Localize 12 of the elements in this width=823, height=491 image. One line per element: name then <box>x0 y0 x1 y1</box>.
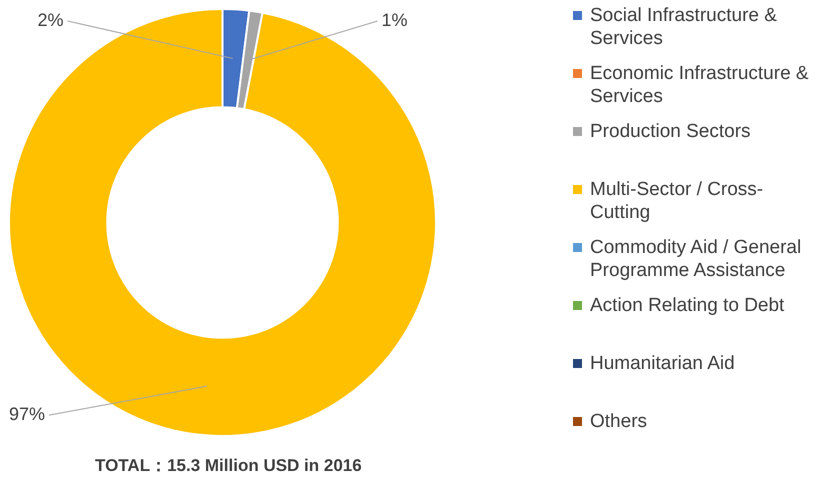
data-label: 1% <box>382 10 408 30</box>
text: TOTAL：15.3 Million USD in 2016 <box>95 455 362 477</box>
legend-label: Production Sectors <box>590 120 751 143</box>
legend-label: Multi-Sector / Cross-Cutting <box>590 178 764 224</box>
data-label: 2% <box>37 10 64 30</box>
legend-label: Social Infrastructure & Services <box>590 4 778 50</box>
data-label: 97% <box>8 404 45 424</box>
legend-label: Others <box>590 410 648 433</box>
legend-label: Economic Infrastructure & Services <box>590 62 810 108</box>
legend-label: Commodity Aid / General Programme Assistance <box>590 236 802 282</box>
legend-label: Action Relating to Debt <box>590 294 784 317</box>
legend-label: Humanitarian Aid <box>590 352 735 375</box>
